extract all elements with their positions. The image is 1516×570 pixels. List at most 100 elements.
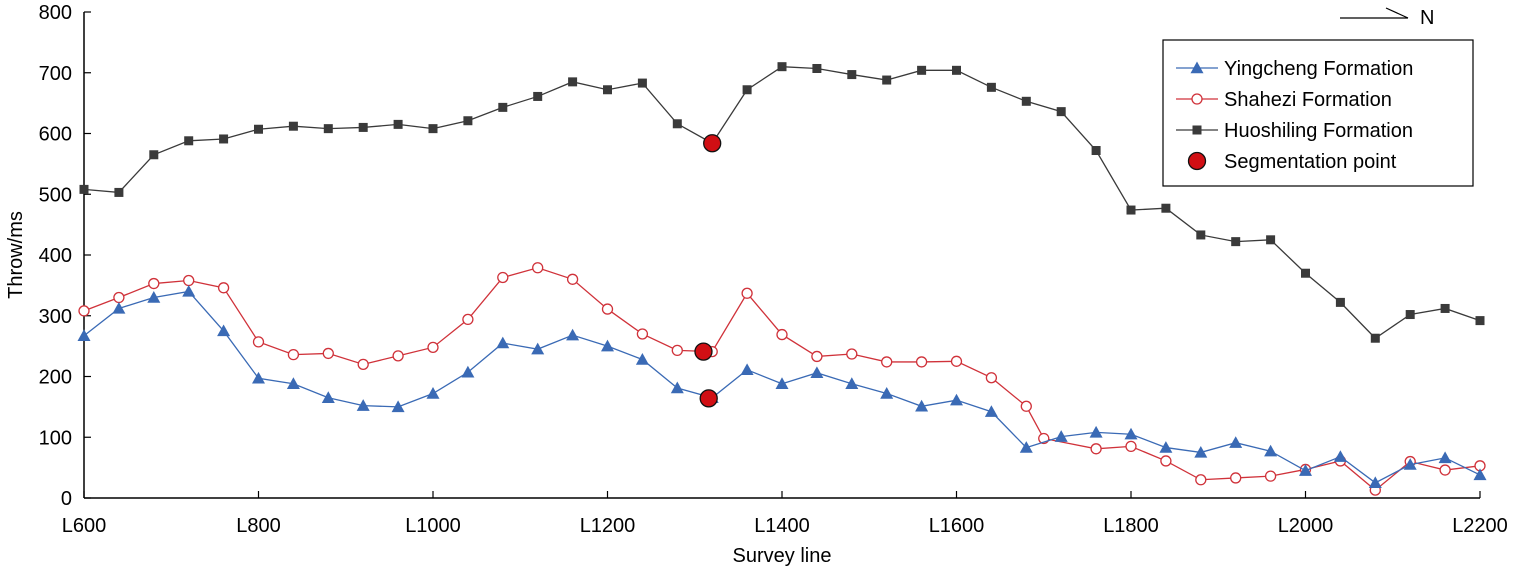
data-point	[985, 372, 998, 384]
data-point	[915, 356, 928, 368]
data-point	[1090, 443, 1102, 455]
y-tick-label: 100	[39, 427, 72, 449]
data-point	[635, 352, 649, 365]
data-point	[915, 399, 929, 412]
data-point	[462, 313, 474, 326]
north-arrow: N	[1340, 7, 1434, 29]
y-tick-label: 400	[39, 245, 72, 267]
data-point	[881, 356, 893, 368]
data-point	[1124, 427, 1138, 440]
data-point	[694, 342, 713, 361]
data-point	[1195, 474, 1207, 486]
data-point	[703, 134, 722, 153]
data-point	[811, 350, 823, 363]
data-point	[392, 350, 404, 362]
series-layer	[77, 62, 1487, 496]
legend-item: Segmentation point	[1187, 151, 1397, 173]
data-point	[148, 277, 160, 290]
data-point	[1368, 476, 1382, 489]
legend-marker	[1187, 151, 1207, 171]
data-point	[428, 124, 438, 134]
data-point	[1019, 441, 1033, 453]
data-point	[1161, 203, 1171, 213]
data-point	[217, 324, 231, 337]
y-tick-label: 800	[39, 2, 72, 24]
data-point	[533, 91, 543, 101]
data-point	[1196, 230, 1206, 240]
data-point	[812, 63, 822, 73]
north-arrow-label: N	[1420, 7, 1434, 29]
data-point	[847, 70, 857, 80]
y-tick-label: 600	[39, 124, 72, 146]
data-point	[287, 348, 300, 361]
data-point	[532, 262, 544, 274]
data-point	[426, 387, 440, 399]
data-point	[252, 371, 265, 384]
data-point	[391, 400, 405, 413]
data-point	[740, 363, 754, 376]
data-point	[113, 291, 125, 304]
data-point	[183, 274, 195, 287]
data-point	[699, 389, 718, 408]
data-point	[79, 184, 89, 194]
data-point	[671, 344, 683, 357]
data-point	[1160, 455, 1172, 467]
data-point	[182, 284, 196, 297]
legend-item: Yingcheng Formation	[1176, 58, 1413, 80]
legend-marker	[1191, 93, 1203, 105]
data-point	[637, 78, 647, 88]
data-point	[775, 377, 789, 389]
data-point	[636, 328, 649, 340]
data-point	[1333, 450, 1347, 462]
data-point	[1194, 445, 1208, 458]
data-point	[322, 347, 334, 360]
data-point	[776, 328, 788, 341]
x-tick-label: L1600	[929, 515, 985, 537]
legend-marker	[1192, 125, 1202, 135]
data-point	[1264, 470, 1277, 482]
x-axis-title: Survey line	[733, 545, 832, 567]
data-point	[1021, 96, 1031, 106]
y-tick-label: 700	[39, 63, 72, 85]
data-point	[1159, 441, 1173, 453]
data-point	[463, 116, 473, 126]
data-point	[1301, 268, 1310, 278]
data-point	[114, 187, 124, 197]
data-point	[321, 391, 335, 403]
data-point	[1089, 425, 1103, 438]
data-point	[254, 124, 263, 134]
x-tick-label: L1200	[580, 515, 636, 537]
x-tick-label: L2000	[1278, 515, 1334, 537]
legend-box	[1162, 39, 1474, 187]
data-point	[1439, 464, 1451, 476]
legend-label: Huoshiling Formation	[1224, 120, 1413, 142]
data-point	[601, 339, 614, 352]
data-point	[566, 273, 579, 285]
data-point	[1438, 451, 1452, 464]
legend-label: Segmentation point	[1224, 151, 1397, 173]
data-point	[184, 136, 194, 146]
data-point	[147, 291, 161, 303]
x-ticks: L600 L800 L1000 L1200 L1400 L1600 L1800 L2000 L2…	[62, 491, 1508, 537]
data-point	[1229, 436, 1243, 448]
series-shahezi-formation	[78, 262, 1486, 496]
data-point	[1125, 440, 1137, 453]
x-tick-label: L1000	[405, 515, 461, 537]
data-point	[882, 75, 892, 85]
legend-label: Shahezi Formation	[1224, 89, 1392, 111]
data-point	[323, 124, 333, 134]
data-point	[1266, 235, 1276, 245]
data-point	[149, 150, 159, 160]
legend-item: Huoshiling Formation	[1176, 120, 1413, 142]
data-point	[950, 393, 963, 406]
data-point	[568, 77, 578, 87]
data-point	[356, 399, 370, 411]
north-arrow-head	[1385, 7, 1409, 19]
data-point	[1020, 400, 1032, 412]
data-point	[917, 65, 927, 75]
series-segmentation-point	[694, 134, 722, 408]
data-point	[286, 377, 300, 389]
data-point	[427, 341, 439, 353]
data-point	[219, 134, 229, 144]
